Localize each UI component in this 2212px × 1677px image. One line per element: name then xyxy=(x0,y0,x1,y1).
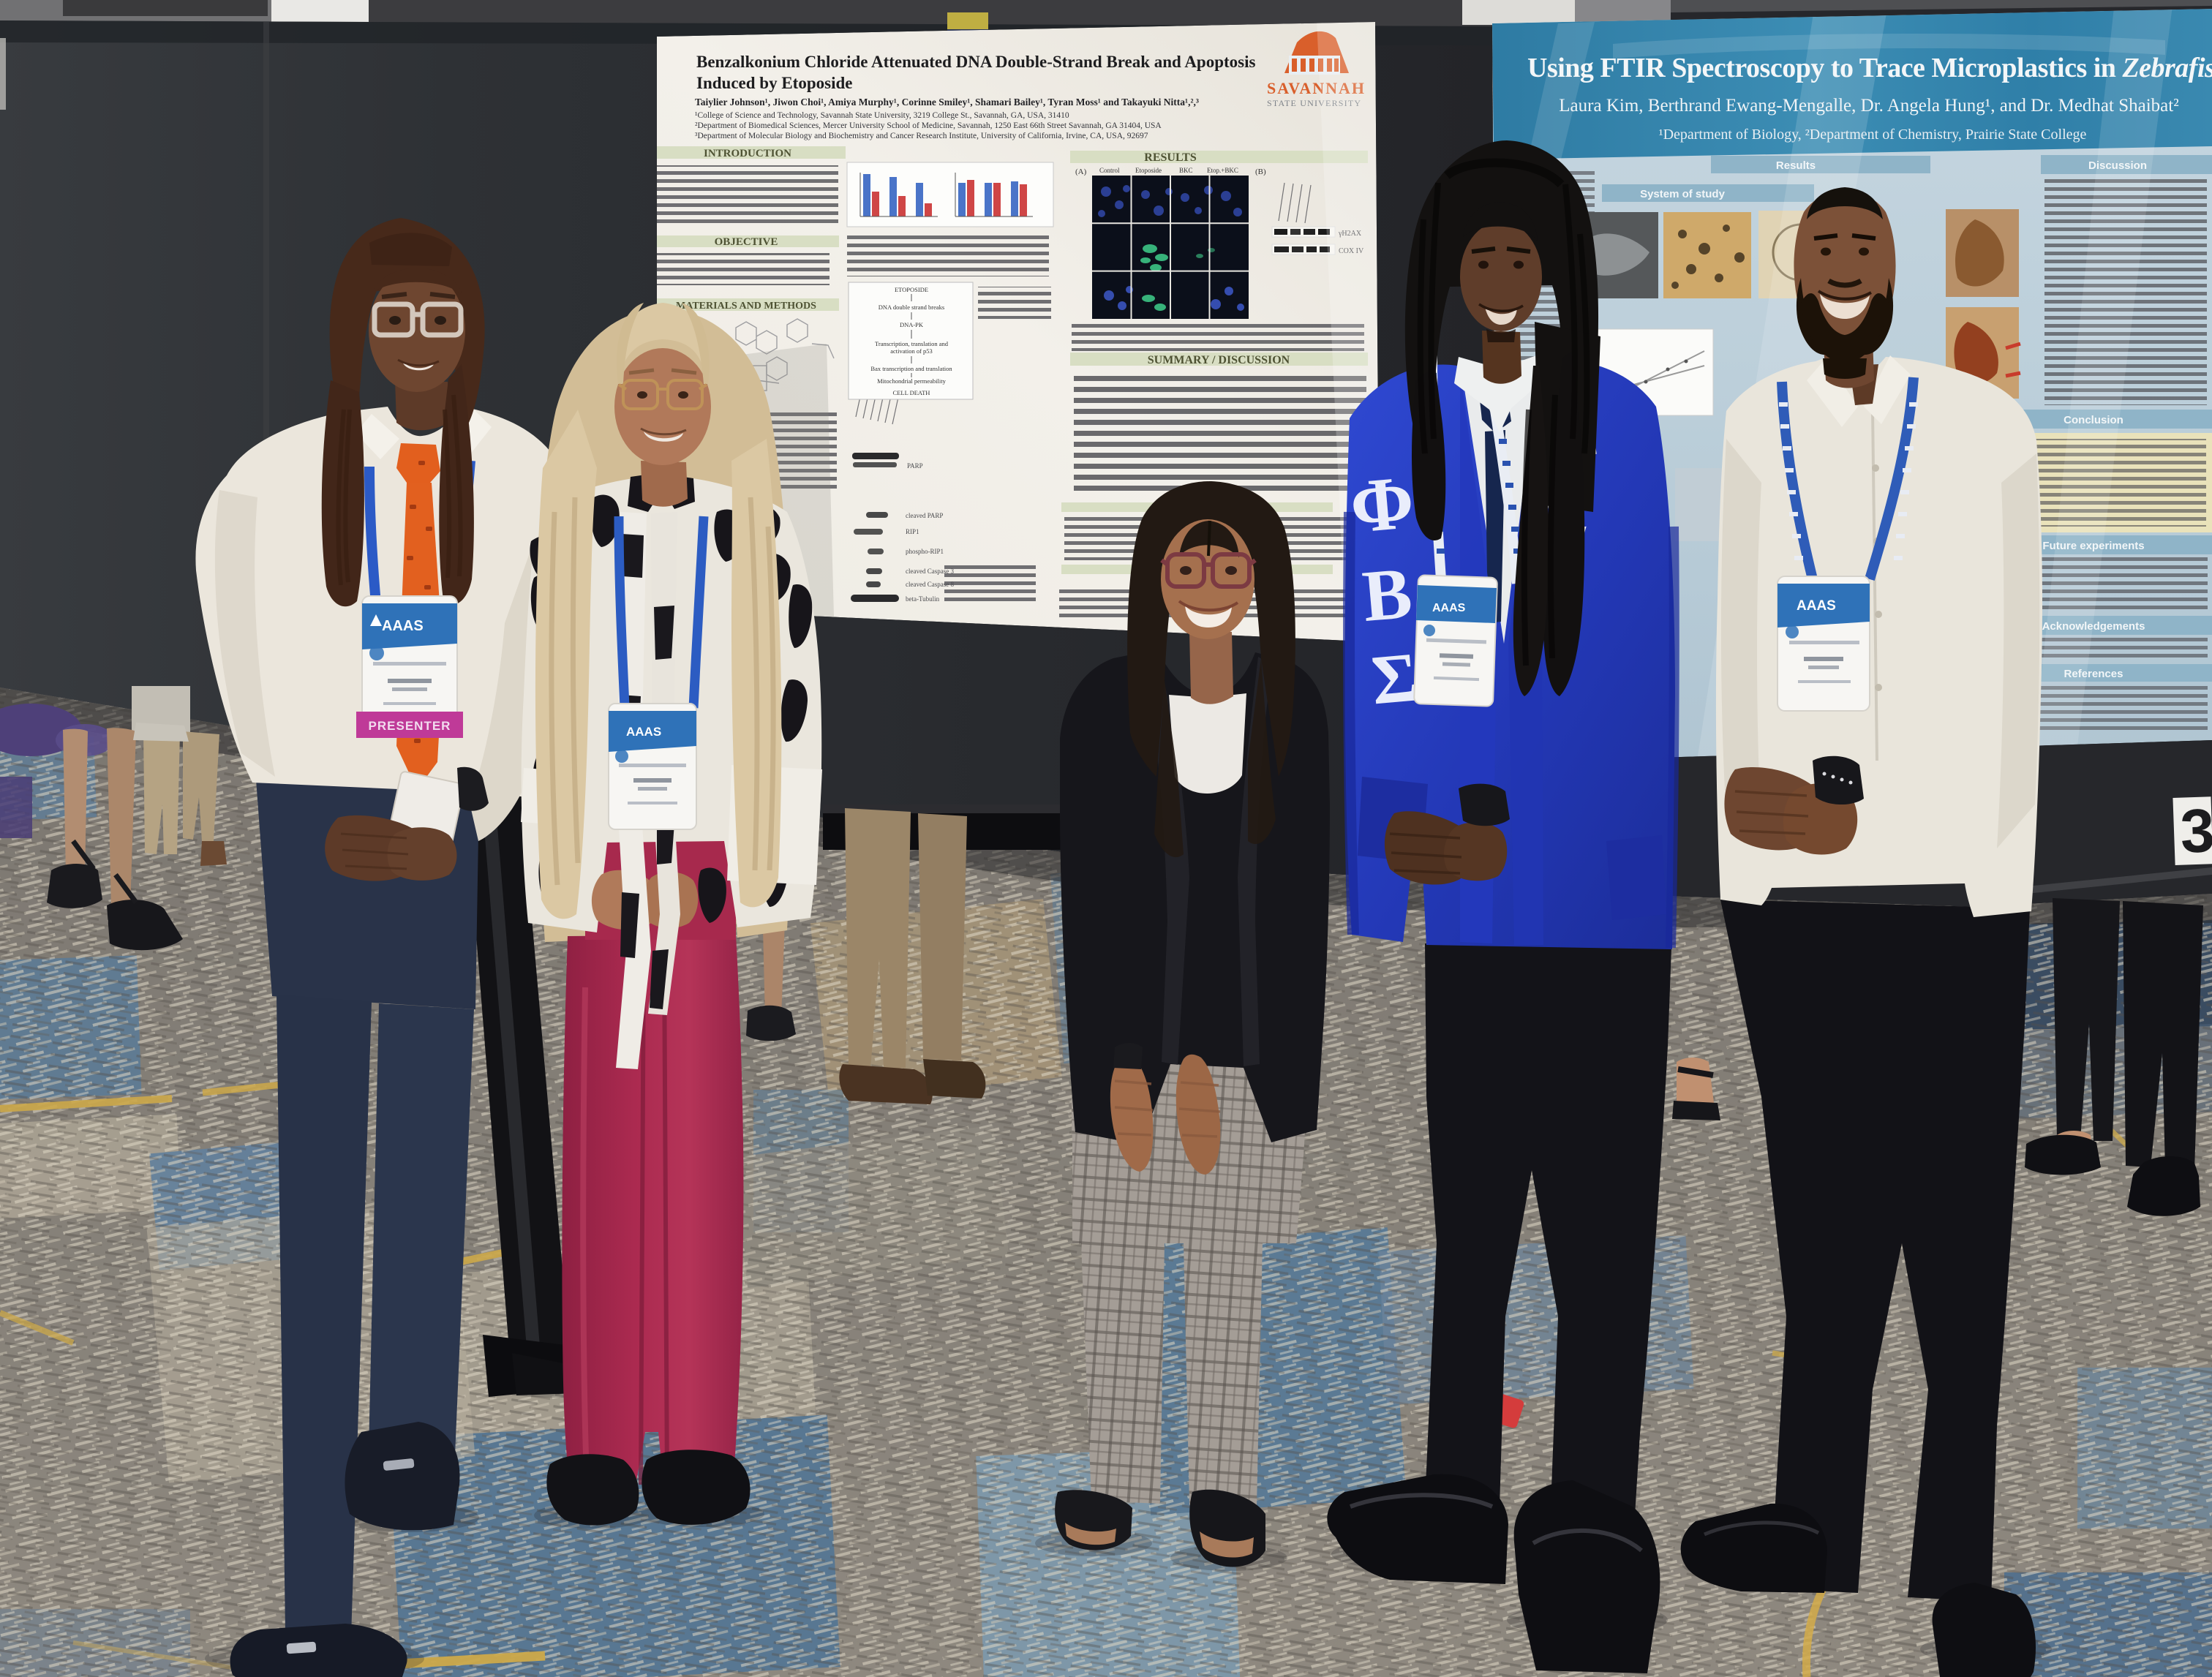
svg-text:¹College of Science and Techno: ¹College of Science and Technology, Sava… xyxy=(695,111,1069,120)
svg-text:AAAS: AAAS xyxy=(626,725,661,739)
svg-text:DNA double strand breaks: DNA double strand breaks xyxy=(879,304,944,311)
svg-text:SAVANNAH: SAVANNAH xyxy=(1267,79,1366,97)
svg-text:(A): (A) xyxy=(1075,167,1087,176)
svg-text:Discussion: Discussion xyxy=(2088,159,2147,172)
svg-text:Benzalkonium Chloride Attenuat: Benzalkonium Chloride Attenuated DNA Dou… xyxy=(696,53,1256,71)
svg-text:Results: Results xyxy=(1776,159,1816,172)
svg-text:PRESENTER: PRESENTER xyxy=(369,719,451,733)
svg-text:AAAS: AAAS xyxy=(1797,598,1836,614)
svg-text:OBJECTIVE: OBJECTIVE xyxy=(715,236,778,248)
svg-text:INTRODUCTION: INTRODUCTION xyxy=(704,148,791,159)
svg-text:RESULTS: RESULTS xyxy=(1144,151,1197,164)
svg-text:System of study: System of study xyxy=(1640,188,1726,200)
svg-text:B: B xyxy=(1359,552,1415,637)
svg-text:Conclusion: Conclusion xyxy=(2064,414,2123,426)
svg-text:Taiylier Johnson¹, Jiwon Choi¹: Taiylier Johnson¹, Jiwon Choi¹, Amiya Mu… xyxy=(695,97,1199,108)
svg-text:Control: Control xyxy=(1099,167,1120,174)
svg-text:Acknowledgements: Acknowledgements xyxy=(2042,620,2145,633)
svg-text:Mitochondrial permeability: Mitochondrial permeability xyxy=(877,377,946,385)
svg-text:STATE UNIVERSITY: STATE UNIVERSITY xyxy=(1267,98,1361,108)
svg-text:COX IV: COX IV xyxy=(1339,247,1364,255)
svg-text:cleaved PARP: cleaved PARP xyxy=(906,512,943,519)
svg-text:SUMMARY / DISCUSSION: SUMMARY / DISCUSSION xyxy=(1148,354,1290,366)
svg-text:Using FTIR Spectroscopy to Tra: Using FTIR Spectroscopy to Trace Micropl… xyxy=(1527,53,2212,83)
svg-text:³Department of Molecular Biolo: ³Department of Molecular Biology and Bio… xyxy=(695,132,1148,140)
svg-text:PARP: PARP xyxy=(907,462,923,470)
svg-text:γH2AX: γH2AX xyxy=(1338,230,1362,238)
svg-text:Σ: Σ xyxy=(1369,637,1421,719)
svg-text:Φ: Φ xyxy=(1347,460,1418,549)
svg-text:Laura Kim, Berthrand Ewang-Men: Laura Kim, Berthrand Ewang-Mengalle, Dr.… xyxy=(1559,96,2178,116)
svg-text:DNA-PK: DNA-PK xyxy=(900,321,924,328)
svg-text:beta-Tubulin: beta-Tubulin xyxy=(906,595,940,603)
svg-text:cleaved Caspase 3: cleaved Caspase 3 xyxy=(906,568,954,575)
svg-text:phospho-RIP1: phospho-RIP1 xyxy=(906,548,944,555)
svg-text:activation of p53: activation of p53 xyxy=(890,347,933,355)
svg-text:References: References xyxy=(2064,668,2123,680)
svg-text:BKC: BKC xyxy=(1179,167,1193,174)
svg-text:ETOPOSIDE: ETOPOSIDE xyxy=(895,286,928,293)
svg-text:RIP1: RIP1 xyxy=(906,528,919,535)
svg-text:²Department of Biomedical Scie: ²Department of Biomedical Sciences, Merc… xyxy=(695,121,1162,130)
svg-text:Etoposide: Etoposide xyxy=(1135,167,1162,174)
svg-text:AAAS: AAAS xyxy=(1432,602,1466,614)
svg-text:Future experiments: Future experiments xyxy=(2042,540,2144,552)
svg-text:Bax transcription and translat: Bax transcription and translation xyxy=(870,365,952,372)
svg-text:Transcription, translation and: Transcription, translation and xyxy=(875,340,949,347)
svg-text:(B): (B) xyxy=(1255,167,1266,176)
svg-text:Induced by Etoposide: Induced by Etoposide xyxy=(696,74,852,92)
svg-text:3: 3 xyxy=(2179,796,2212,866)
svg-text:¹Department of Biology, ²Depar: ¹Department of Biology, ²Department of C… xyxy=(1659,127,2087,143)
svg-text:cleaved Caspase 8: cleaved Caspase 8 xyxy=(906,581,954,588)
svg-text:CELL DEATH: CELL DEATH xyxy=(893,389,930,396)
svg-text:AAAS: AAAS xyxy=(382,618,424,634)
svg-text:MATERIALS AND METHODS: MATERIALS AND METHODS xyxy=(676,301,816,312)
svg-text:Etop.+BKC: Etop.+BKC xyxy=(1207,167,1238,174)
